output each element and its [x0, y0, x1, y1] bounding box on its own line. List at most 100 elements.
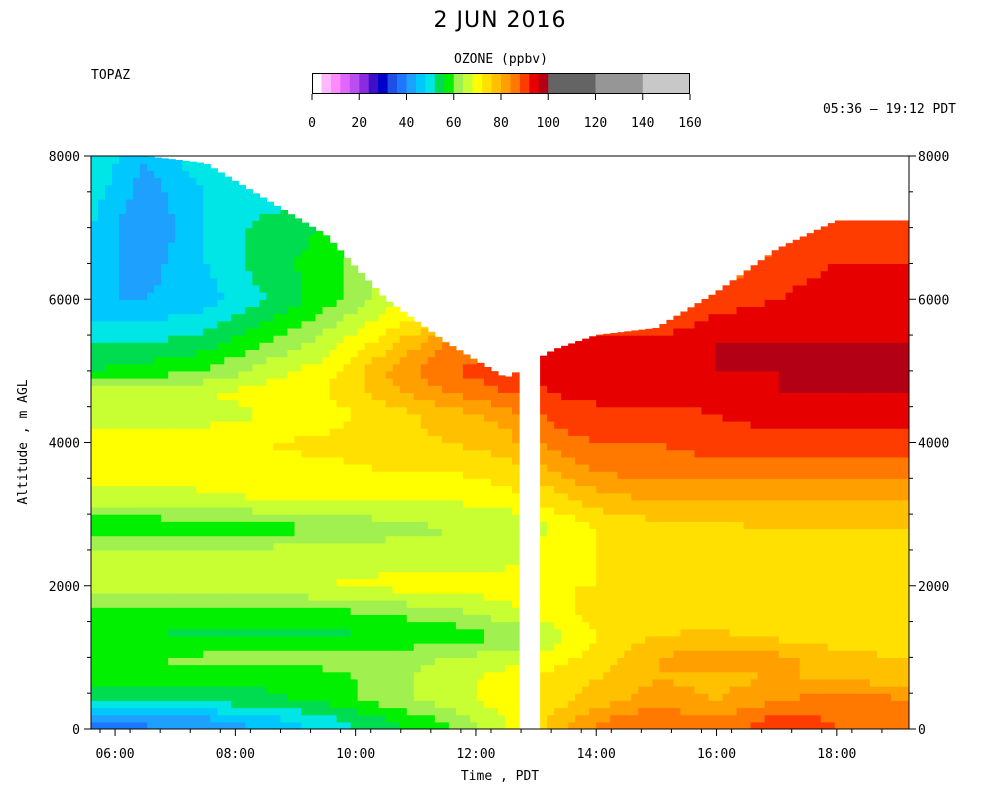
heatmap-cell	[154, 277, 162, 286]
heatmap-cell	[140, 163, 148, 171]
heatmap-cell	[322, 313, 331, 322]
heatmap-cell	[287, 607, 296, 615]
heatmap-cell	[392, 385, 401, 393]
heatmap-cell	[512, 542, 520, 551]
heatmap-cell	[568, 492, 576, 501]
heatmap-cell	[231, 385, 239, 393]
heatmap-cell	[343, 335, 352, 343]
heatmap-cell	[210, 177, 218, 186]
heatmap-cell	[182, 578, 190, 587]
heatmap-cell	[168, 227, 176, 236]
heatmap-cell	[603, 406, 611, 415]
heatmap-cell	[554, 499, 562, 508]
heatmap-cell	[133, 263, 141, 272]
heatmap-cell	[273, 549, 282, 558]
heatmap-cell	[203, 714, 211, 723]
heatmap-cell	[378, 335, 387, 343]
heatmap-cell	[357, 542, 366, 551]
heatmap-cell	[582, 707, 590, 716]
heatmap-cell	[505, 456, 513, 465]
heatmap-cell	[203, 600, 211, 608]
heatmap-cell	[554, 664, 562, 673]
heatmap-cell	[603, 664, 611, 673]
heatmap-cell	[568, 600, 576, 608]
heatmap-cell	[315, 628, 324, 637]
heatmap-cell	[434, 456, 443, 465]
heatmap-cell	[505, 650, 513, 658]
heatmap-cell	[308, 657, 317, 666]
heatmap-cell	[399, 471, 408, 479]
heatmap-cell	[161, 435, 169, 444]
heatmap-cell	[399, 378, 408, 386]
heatmap-cell	[168, 678, 176, 687]
heatmap-cell	[610, 549, 618, 558]
heatmap-cell	[91, 600, 99, 608]
heatmap-cell	[294, 306, 303, 315]
heatmap-cell	[603, 700, 611, 709]
heatmap-cell	[547, 678, 555, 687]
heatmap-cell	[266, 514, 275, 522]
heatmap-cell	[476, 693, 485, 701]
heatmap-cell	[568, 693, 576, 701]
heatmap-cell	[301, 227, 310, 236]
heatmap-cell	[378, 635, 387, 644]
heatmap-cell	[91, 198, 99, 207]
heatmap-cell	[140, 206, 148, 214]
heatmap-cell	[469, 542, 478, 551]
heatmap-cell	[371, 564, 380, 573]
heatmap-cell	[483, 456, 492, 465]
heatmap-cell	[413, 564, 422, 573]
heatmap-cell	[441, 521, 450, 530]
heatmap-cell	[462, 542, 471, 551]
heatmap-cell	[434, 678, 443, 687]
heatmap-cell	[196, 664, 204, 673]
heatmap-cell	[427, 671, 436, 680]
heatmap-cell	[364, 678, 373, 687]
heatmap-cell	[252, 471, 261, 479]
heatmap-cell	[287, 506, 296, 515]
heatmap-cell	[371, 463, 380, 472]
heatmap-cell	[476, 643, 485, 651]
heatmap-cell	[603, 471, 611, 479]
heatmap-cell	[434, 378, 443, 386]
heatmap-cell	[182, 549, 190, 558]
heatmap-cell	[161, 564, 169, 573]
heatmap-cell	[231, 277, 239, 286]
heatmap-cell	[490, 621, 499, 630]
heatmap-cell	[596, 334, 604, 336]
heatmap-cell	[231, 363, 239, 372]
heatmap-cell	[91, 241, 99, 250]
heatmap-cell	[301, 234, 310, 243]
heatmap-cell	[308, 406, 317, 415]
heatmap-cell	[378, 492, 387, 501]
heatmap-cell	[133, 514, 141, 522]
heatmap-cell	[540, 671, 548, 680]
heatmap-cell	[469, 693, 478, 701]
heatmap-cell	[540, 499, 548, 508]
heatmap-cell	[617, 356, 625, 365]
heatmap-cell	[575, 721, 583, 729]
heatmap-cell	[624, 370, 632, 379]
heatmap-cell	[512, 506, 520, 515]
heatmap-cell	[133, 578, 141, 587]
heatmap-cell	[441, 657, 450, 666]
chart-title: 2 JUN 2016	[433, 8, 567, 33]
heatmap-cell	[266, 700, 275, 709]
heatmap-cell	[512, 435, 520, 444]
heatmap-cell	[554, 485, 562, 494]
heatmap-cell	[252, 320, 261, 329]
heatmap-cell	[105, 514, 113, 522]
heatmap-cell	[238, 241, 246, 250]
heatmap-cell	[385, 535, 394, 544]
heatmap-cell	[112, 191, 120, 200]
heatmap-cell	[596, 671, 604, 680]
heatmap-cell	[455, 449, 464, 458]
heatmap-cell	[161, 163, 169, 171]
heatmap-cell	[294, 277, 303, 286]
heatmap-cell	[210, 557, 218, 565]
heatmap-cell	[420, 557, 429, 565]
heatmap-cell	[617, 628, 625, 637]
heatmap-cell	[343, 342, 352, 350]
heatmap-cell	[427, 564, 436, 573]
heatmap-cell	[119, 270, 127, 279]
